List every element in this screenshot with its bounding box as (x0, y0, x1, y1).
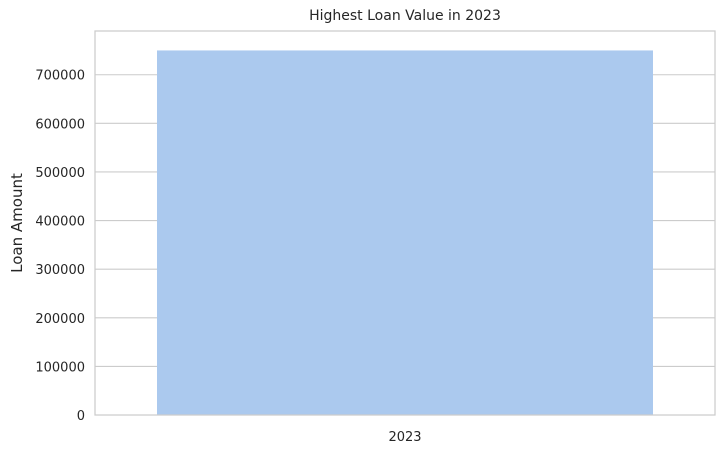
y-tick-label: 600000 (35, 117, 85, 132)
y-tick-label: 500000 (35, 166, 85, 181)
plot-frame (94, 30, 716, 416)
plot-border (94, 30, 716, 416)
y-axis-label: Loan Amount (8, 173, 26, 273)
bars (157, 50, 653, 415)
y-tick-label: 300000 (35, 263, 85, 278)
x-tick-label: 2023 (388, 430, 421, 445)
y-tick-label: 400000 (35, 215, 85, 230)
y-tick-label: 0 (77, 409, 85, 424)
bar-2023 (157, 50, 653, 415)
y-tick-label: 100000 (35, 360, 85, 375)
y-tick-labels: 0 100000 200000 300000 400000 500000 600000 700… (35, 69, 85, 424)
y-tick-label: 200000 (35, 312, 85, 327)
chart-title: Highest Loan Value in 2023 (309, 8, 501, 24)
x-tick-labels: 2023 (388, 430, 421, 445)
y-tick-label: 700000 (35, 69, 85, 84)
